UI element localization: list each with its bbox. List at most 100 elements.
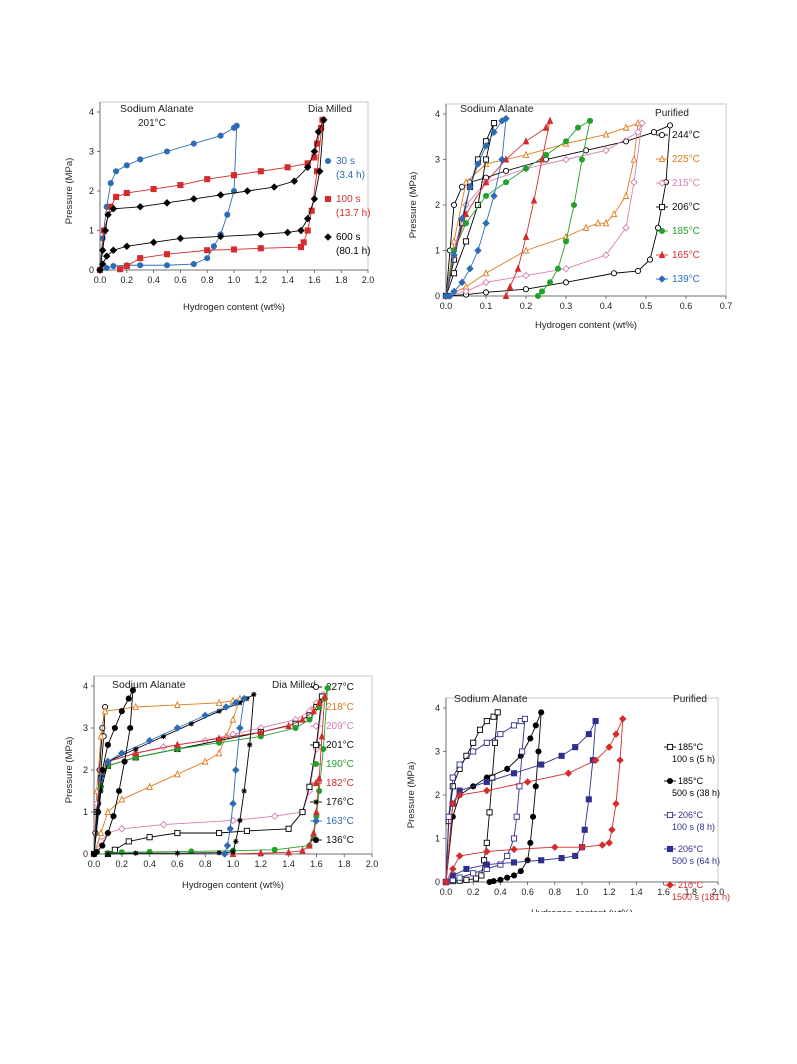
y-tick-label: 4 — [435, 109, 440, 119]
x-tick-label: 1.6 — [310, 859, 323, 869]
legend-entry: 182°C — [310, 778, 354, 789]
data-point — [318, 732, 326, 740]
legend-label: 227°C — [326, 682, 354, 693]
x-tick-label: 0.3 — [560, 301, 573, 311]
data-point — [538, 709, 545, 716]
x-tick-label: 0.6 — [171, 859, 184, 869]
data-point — [483, 839, 490, 846]
chart-dia-milled-201c: 0.0 0.2 0.4 0.6 0.8 1.0 1.2 1.4 1.6 1.8 2.0 0 1 2 3 4 Hy… — [60, 92, 400, 322]
chart-tag: Dia Milled — [308, 104, 352, 115]
data-point — [232, 766, 240, 774]
data-point — [95, 808, 102, 816]
x-tick-label: 0.5 — [640, 301, 653, 311]
data-point — [159, 743, 168, 751]
x-axis-label: Hydrogen content (wt%) — [183, 302, 285, 313]
data-point — [113, 168, 120, 175]
data-point — [476, 726, 484, 733]
chart-title: Sodium Alanate — [460, 103, 534, 115]
data-point — [482, 156, 490, 163]
legend-marker — [658, 275, 666, 283]
legend-label-secondary: 500 s (64 h) — [672, 856, 720, 866]
data-point — [456, 874, 463, 881]
data-point — [483, 778, 490, 785]
data-point — [483, 861, 490, 868]
data-point — [490, 192, 498, 200]
data-point — [163, 262, 171, 269]
data-point — [504, 765, 511, 772]
x-tick-label: 0.2 — [121, 275, 134, 285]
data-point — [619, 715, 627, 723]
data-point — [594, 219, 602, 227]
data-point — [101, 226, 110, 235]
data-point — [581, 826, 588, 833]
data-point — [483, 718, 490, 725]
data-point — [284, 164, 291, 171]
data-point — [121, 758, 128, 765]
x-tick-label: 0.8 — [199, 859, 212, 869]
y-tick-label: 0 — [89, 265, 94, 275]
series-2 — [96, 116, 328, 274]
data-point — [257, 848, 265, 857]
data-point — [562, 155, 570, 164]
x-tick-label: 1.2 — [255, 275, 268, 285]
data-point — [483, 847, 491, 856]
data-point — [132, 702, 139, 711]
data-point — [524, 857, 531, 864]
data-point — [118, 795, 126, 803]
series-line — [445, 122, 495, 297]
x-tick-label: 1.0 — [227, 859, 240, 869]
legend-label: 176°C — [326, 797, 354, 808]
data-point — [527, 735, 534, 742]
chart-svg: 0.0 0.2 0.4 0.6 0.8 1.0 1.2 1.4 1.6 1.8 2.0 0 1 2 3 4 Hy… — [64, 675, 378, 891]
data-point — [542, 151, 550, 159]
data-point — [630, 155, 638, 163]
data-point — [458, 214, 466, 223]
data-point — [591, 756, 600, 764]
data-point — [482, 178, 490, 186]
data-point — [204, 247, 211, 254]
y-tick-label: 1 — [83, 807, 88, 817]
data-point — [146, 848, 153, 855]
legend-entry: 136°C — [310, 835, 354, 846]
data-point — [558, 855, 565, 862]
data-point — [458, 183, 466, 190]
legend-entry: 225°C — [656, 154, 700, 165]
data-point — [602, 219, 610, 227]
legend-marker — [658, 179, 666, 187]
data-point — [486, 878, 493, 886]
data-point — [542, 123, 550, 131]
legend-entry: 165°C — [656, 250, 700, 261]
series-8 — [90, 687, 136, 858]
legend-marker — [666, 811, 674, 819]
legend-label-secondary: 100 s (8 h) — [672, 822, 715, 832]
data-point — [517, 868, 524, 875]
data-point — [159, 820, 168, 829]
data-point — [232, 699, 240, 707]
data-point — [216, 708, 222, 714]
data-point — [462, 287, 470, 296]
data-point — [210, 243, 217, 250]
data-point — [522, 137, 530, 145]
data-point — [612, 799, 620, 808]
data-point — [137, 156, 144, 163]
legend-label: 185°C — [672, 226, 700, 237]
series-line — [93, 697, 245, 855]
x-tick-label: 1.4 — [282, 859, 295, 869]
legend-entry: 163°C — [310, 816, 354, 827]
legend-label: 201°C — [326, 740, 354, 751]
data-point — [605, 743, 613, 751]
legend-entry: 227°C — [310, 682, 354, 693]
data-point — [497, 731, 504, 738]
data-point — [299, 846, 306, 854]
data-point — [216, 191, 225, 199]
x-tick-label: 0.2 — [520, 301, 533, 311]
x-tick-label: 0.0 — [440, 887, 453, 897]
legend-marker — [312, 741, 320, 749]
chart-title: Sodium Alanate — [120, 103, 194, 115]
series-1 — [96, 116, 326, 274]
data-point — [241, 788, 247, 794]
data-point — [90, 850, 98, 858]
legend-entry: 30 s (3.4 h) — [324, 156, 365, 181]
data-point — [491, 739, 499, 746]
data-point — [634, 128, 642, 136]
